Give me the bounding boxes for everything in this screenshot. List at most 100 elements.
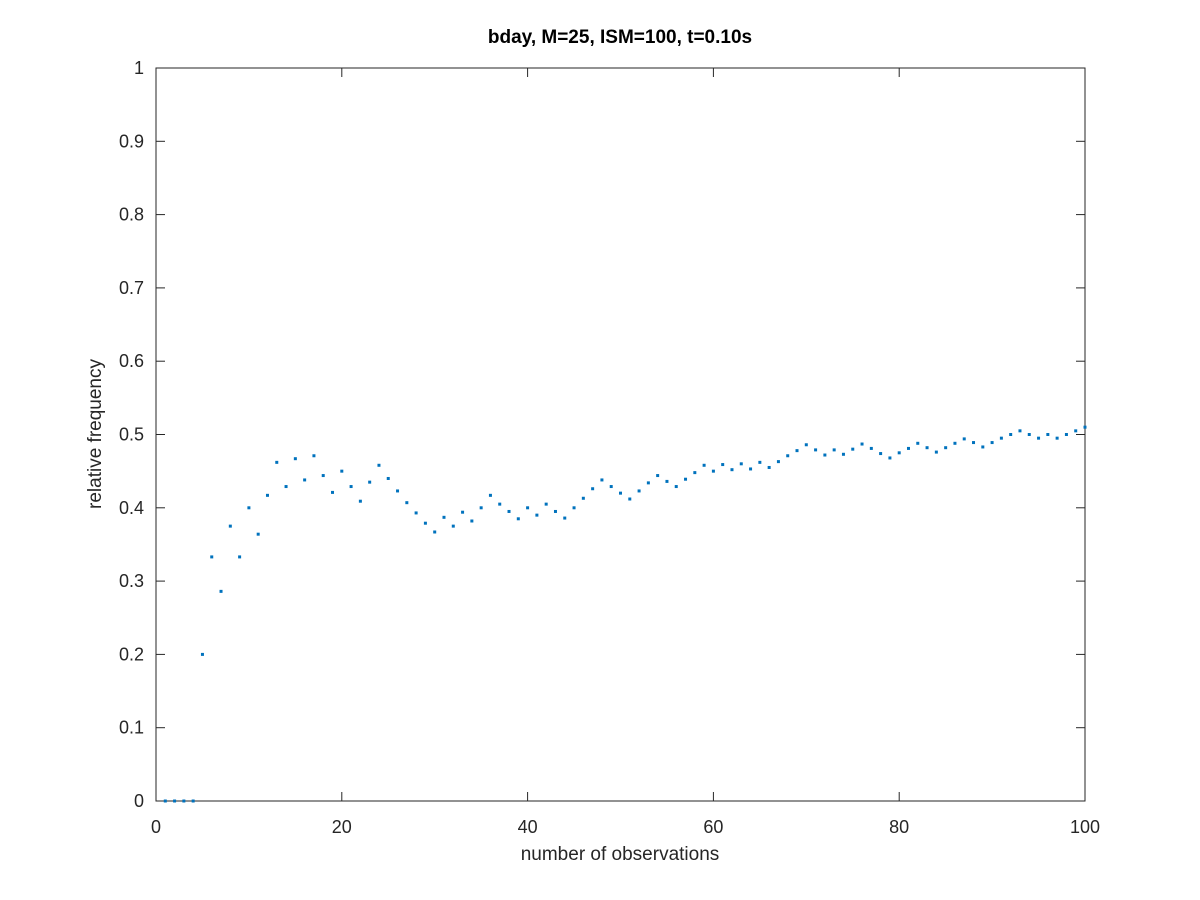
data-point <box>637 489 641 493</box>
data-point <box>665 479 669 483</box>
data-point <box>739 462 743 466</box>
data-point <box>646 481 650 485</box>
data-point <box>832 448 836 452</box>
data-point <box>200 652 204 656</box>
data-point <box>275 460 279 464</box>
y-tick-label: 0 <box>134 791 144 811</box>
y-tick-label: 0.6 <box>119 351 144 371</box>
data-point <box>1074 429 1078 433</box>
y-axis-label: relative frequency <box>85 359 106 509</box>
x-tick-label: 0 <box>151 817 161 837</box>
data-point <box>786 454 790 458</box>
data-point <box>1027 433 1031 436</box>
y-tick-label: 1 <box>134 58 144 78</box>
data-point <box>210 555 214 559</box>
data-point <box>944 446 948 450</box>
data-point <box>795 449 799 453</box>
data-point <box>442 515 446 519</box>
data-point <box>451 524 455 528</box>
data-point <box>1064 433 1068 436</box>
data-point <box>1055 436 1059 440</box>
data-point <box>776 460 780 464</box>
data-point <box>656 474 660 478</box>
data-point <box>173 799 177 803</box>
data-point <box>749 467 753 471</box>
data-point <box>906 446 910 450</box>
data-point <box>711 469 715 473</box>
data-point <box>470 519 474 523</box>
data-point <box>925 446 929 450</box>
data-point <box>488 493 492 497</box>
data-point <box>758 460 762 464</box>
data-point <box>479 506 483 510</box>
data-point <box>238 555 242 559</box>
data-point <box>851 447 855 451</box>
data-point <box>934 450 938 454</box>
data-point <box>674 485 678 489</box>
data-point <box>219 589 223 593</box>
data-point <box>163 799 167 803</box>
data-point <box>1009 433 1013 436</box>
data-point <box>702 463 706 467</box>
data-point <box>999 436 1003 440</box>
data-point <box>962 437 966 441</box>
data-point <box>628 497 632 501</box>
y-tick-label: 0.2 <box>119 644 144 664</box>
data-point <box>1018 429 1022 433</box>
data-point <box>423 521 427 525</box>
data-point <box>293 457 297 461</box>
data-point <box>591 487 595 491</box>
data-point <box>461 510 465 514</box>
data-point <box>600 478 604 482</box>
y-tick-label: 0.1 <box>119 718 144 738</box>
data-point <box>981 445 985 449</box>
data-point <box>247 506 251 510</box>
data-point <box>312 454 316 458</box>
data-point <box>182 799 186 803</box>
data-point <box>953 441 957 445</box>
data-point <box>553 509 557 513</box>
chart-title: bday, M=25, ISM=100, t=0.10s <box>488 27 752 48</box>
data-point <box>609 485 613 489</box>
data-point <box>916 441 920 445</box>
data-point <box>340 469 344 473</box>
data-point <box>386 476 390 480</box>
data-point <box>516 517 520 521</box>
data-point <box>972 441 976 445</box>
x-tick-label: 20 <box>332 817 352 837</box>
data-point <box>869 446 873 450</box>
data-point <box>396 489 400 493</box>
y-tick-label: 0.5 <box>119 425 144 445</box>
data-point <box>814 448 818 452</box>
data-point <box>804 443 808 447</box>
data-point <box>498 502 502 506</box>
x-axis-label: number of observations <box>521 844 720 865</box>
y-tick-label: 0.4 <box>119 498 144 518</box>
x-tick-label: 80 <box>889 817 909 837</box>
data-point <box>619 491 622 495</box>
x-tick-label: 100 <box>1070 817 1100 837</box>
data-point <box>358 499 362 503</box>
data-point <box>331 490 335 494</box>
axis-ticks: 0 20 40 60 80 100 0 0.1 0.2 0.3 0.4 0.5 0.6 0.7 0.8 0.9… <box>119 58 1100 837</box>
data-point <box>721 463 725 467</box>
data-point <box>535 513 539 517</box>
data-point <box>265 493 269 497</box>
data-point <box>1037 436 1041 440</box>
data-point <box>879 452 883 456</box>
data-point <box>897 451 901 455</box>
data-point <box>1083 425 1087 429</box>
data-point <box>1046 433 1050 436</box>
data-point <box>563 516 567 520</box>
y-tick-label: 0.8 <box>119 205 144 225</box>
data-point <box>433 530 437 534</box>
data-point <box>414 511 418 515</box>
data-point <box>377 463 381 467</box>
data-point <box>256 532 260 536</box>
y-tick-label: 0.7 <box>119 278 144 298</box>
data-point <box>767 465 771 469</box>
data-point <box>823 453 827 457</box>
x-tick-label: 60 <box>703 817 723 837</box>
